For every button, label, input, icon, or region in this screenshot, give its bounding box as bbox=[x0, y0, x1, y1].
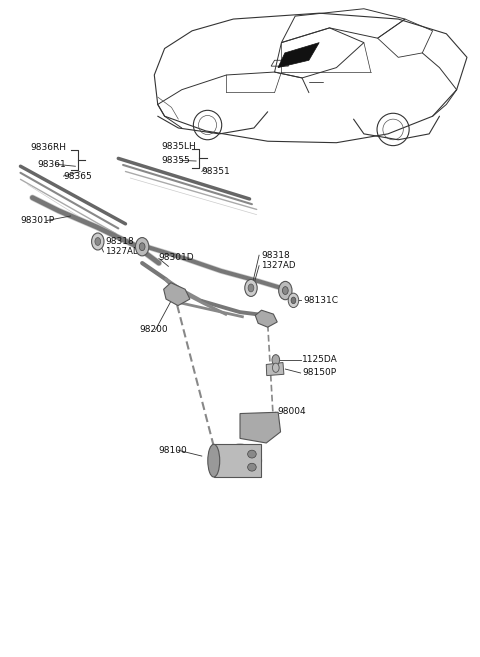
Text: 98100: 98100 bbox=[159, 445, 188, 455]
Ellipse shape bbox=[218, 444, 262, 477]
Polygon shape bbox=[240, 412, 281, 443]
Text: 1125DA: 1125DA bbox=[302, 355, 338, 365]
Circle shape bbox=[139, 243, 145, 251]
Circle shape bbox=[273, 363, 279, 373]
Ellipse shape bbox=[248, 450, 256, 458]
Text: 9835LH: 9835LH bbox=[161, 142, 196, 151]
Text: 98355: 98355 bbox=[161, 156, 190, 165]
Text: 98351: 98351 bbox=[202, 167, 230, 176]
Text: 98318: 98318 bbox=[106, 237, 134, 246]
Polygon shape bbox=[278, 43, 319, 68]
Text: 98301P: 98301P bbox=[21, 216, 55, 225]
Polygon shape bbox=[255, 310, 277, 327]
Polygon shape bbox=[214, 444, 262, 477]
Text: 98131C: 98131C bbox=[303, 296, 338, 305]
Text: 1327AD: 1327AD bbox=[106, 248, 140, 256]
Circle shape bbox=[245, 279, 257, 296]
Circle shape bbox=[291, 297, 296, 304]
Text: 9836RH: 9836RH bbox=[30, 143, 66, 152]
Ellipse shape bbox=[248, 463, 256, 471]
Text: 98150P: 98150P bbox=[302, 369, 336, 378]
Circle shape bbox=[92, 233, 104, 250]
Ellipse shape bbox=[208, 444, 220, 477]
Text: 98200: 98200 bbox=[140, 325, 168, 334]
Polygon shape bbox=[164, 283, 190, 306]
Text: 98361: 98361 bbox=[37, 160, 66, 169]
Text: 98301D: 98301D bbox=[159, 254, 194, 262]
Text: 98365: 98365 bbox=[63, 171, 92, 181]
Polygon shape bbox=[266, 363, 284, 376]
Text: 98318: 98318 bbox=[262, 251, 290, 260]
Text: 98004: 98004 bbox=[277, 407, 306, 416]
Circle shape bbox=[272, 355, 280, 365]
Circle shape bbox=[279, 281, 292, 300]
Circle shape bbox=[282, 286, 288, 294]
Circle shape bbox=[95, 238, 101, 246]
Circle shape bbox=[288, 293, 299, 307]
Text: 1327AD: 1327AD bbox=[262, 261, 296, 270]
Circle shape bbox=[135, 238, 149, 256]
Circle shape bbox=[248, 284, 254, 292]
